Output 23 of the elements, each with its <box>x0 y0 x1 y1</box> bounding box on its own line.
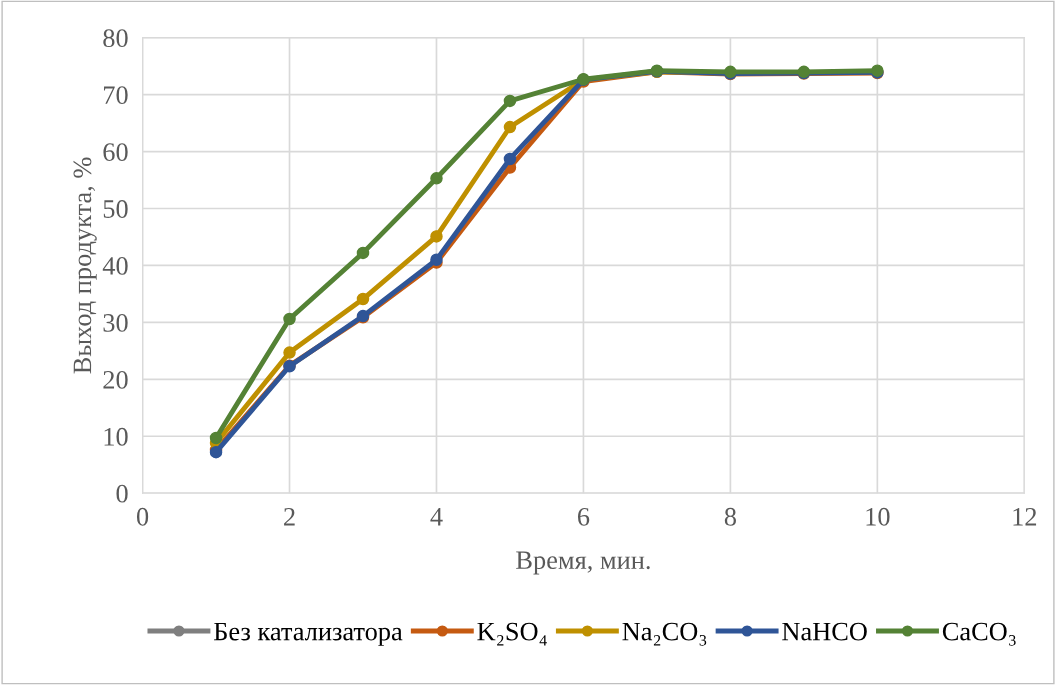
x-axis-title: Время, мин. <box>516 551 650 575</box>
x-tick-label: 2 <box>284 507 295 526</box>
y-tick-label: 60 <box>103 143 128 161</box>
x-tick-label: 10 <box>866 507 890 526</box>
x-tick-label: 6 <box>577 507 590 526</box>
legend-label: K₂SO₄ <box>477 622 547 646</box>
y-tick-label: 10 <box>104 427 128 446</box>
y-tick-label: 40 <box>102 257 128 275</box>
x-tick-label: 4 <box>430 508 443 526</box>
y-axis-title: Выход продукта, % <box>73 157 97 374</box>
legend-label: CaCO₃ <box>942 622 1016 646</box>
legend-label: Без катализатора <box>214 622 403 646</box>
y-tick-label: 30 <box>103 313 128 332</box>
x-tick-label: 12 <box>1013 507 1037 526</box>
y-tick-label: 0 <box>116 484 128 503</box>
y-tick-label: 50 <box>103 200 128 218</box>
x-tick-label: 0 <box>136 507 149 526</box>
y-tick-label: 20 <box>103 370 128 389</box>
x-tick-label: 8 <box>724 507 736 526</box>
y-tick-label: 80 <box>103 29 128 48</box>
legend-label: Na₂CO₃ <box>622 622 707 646</box>
legend-label: NaHCO <box>782 622 867 641</box>
y-tick-label: 70 <box>104 86 128 105</box>
